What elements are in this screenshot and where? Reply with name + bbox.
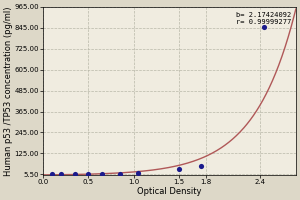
Point [59,173,64,176]
Point [136,171,140,175]
Text: b= 2.17424092
r= 0.99999277: b= 2.17424092 r= 0.99999277 [236,12,291,25]
Point [118,172,122,175]
Point [73,173,77,176]
Point [50,173,55,176]
Point [100,172,104,176]
Point [262,25,267,28]
Point [86,173,91,176]
Point [176,168,181,171]
X-axis label: Optical Density: Optical Density [137,187,202,196]
Point [199,164,204,167]
Y-axis label: Human p53 /TP53 concentration (pg/ml): Human p53 /TP53 concentration (pg/ml) [4,6,13,176]
